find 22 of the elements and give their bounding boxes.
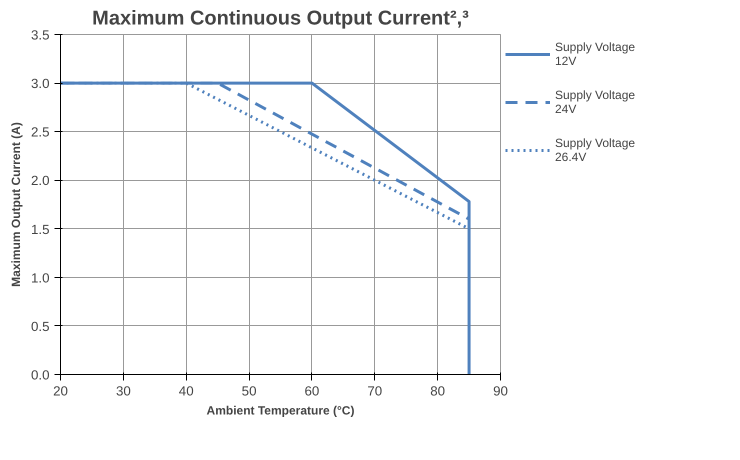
legend-label: Supply Voltage 26.4V xyxy=(555,135,636,165)
y-tick-label: 1.5 xyxy=(30,222,50,237)
legend-label: Supply Voltage 12V xyxy=(555,39,636,69)
y-tick-label: 3.0 xyxy=(30,76,50,92)
y-tick-label: 1.0 xyxy=(30,270,50,286)
x-tick-label: 20 xyxy=(53,384,68,398)
x-axis-title: Ambient Temperature (°C) xyxy=(206,404,354,418)
y-tick-label: 2.0 xyxy=(30,173,50,188)
y-axis-title: Maximum Output Current (A) xyxy=(8,122,23,287)
y-tick-label: 3.5 xyxy=(30,28,50,42)
y-tick-label: 2.5 xyxy=(30,124,50,140)
x-tick-label: 70 xyxy=(367,384,382,398)
x-tick-label: 80 xyxy=(430,384,446,398)
chart-title: Maximum Continuous Output Current²,³ xyxy=(92,8,470,30)
x-tick-label: 30 xyxy=(116,384,131,398)
x-tick-label: 50 xyxy=(242,384,256,398)
x-tick-label: 60 xyxy=(304,384,320,398)
y-tick-label: 0.5 xyxy=(30,318,50,334)
x-tick-label: 90 xyxy=(493,384,508,398)
x-tick-label: 40 xyxy=(178,384,194,398)
legend-label: Supply Voltage 24V xyxy=(555,87,636,117)
y-tick-label: 0.0 xyxy=(30,368,50,382)
